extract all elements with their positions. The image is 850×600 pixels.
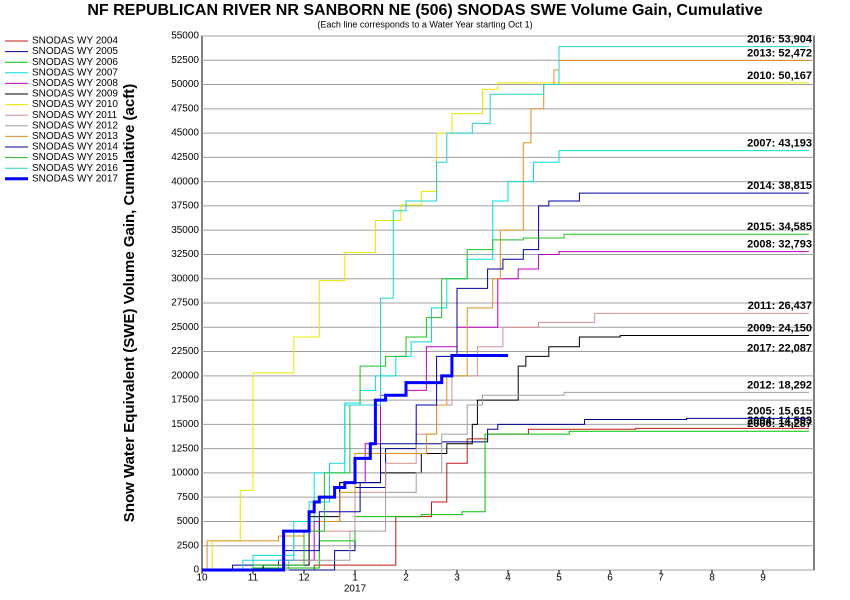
end-label: 2010: 50,167 xyxy=(747,70,812,82)
y-tick-label: 15000 xyxy=(171,419,199,430)
y-axis-label: Snow Water Equivalent (SWE) Volume Gain,… xyxy=(121,84,138,522)
y-tick-label: 42500 xyxy=(171,152,199,163)
legend-label: SNODAS WY 2017 xyxy=(32,173,118,184)
y-tick-label: 32500 xyxy=(171,249,199,260)
legend-label: SNODAS WY 2015 xyxy=(32,152,118,163)
x-tick-label: 4 xyxy=(505,573,511,584)
series-line xyxy=(202,391,809,571)
x-tick-label: 1 xyxy=(352,573,358,584)
end-label: 2014: 38,815 xyxy=(747,180,812,192)
legend-label: SNODAS WY 2007 xyxy=(32,67,118,78)
legend-label: SNODAS WY 2016 xyxy=(32,163,118,174)
end-label: 2015: 34,585 xyxy=(747,221,812,233)
y-tick-label: 27500 xyxy=(171,298,199,309)
series-line xyxy=(202,46,809,571)
end-label: 2008: 32,793 xyxy=(747,239,812,251)
series-line xyxy=(202,427,809,571)
end-label: 2013: 52,472 xyxy=(747,47,812,59)
y-tick-label: 30000 xyxy=(171,273,199,284)
x-tick-label: 11 xyxy=(248,573,259,584)
end-label: 2009: 24,150 xyxy=(747,322,812,334)
series-line xyxy=(202,430,809,571)
y-tick-label: 17500 xyxy=(171,395,199,406)
legend-label: SNODAS WY 2005 xyxy=(32,46,118,57)
y-tick-label: 40000 xyxy=(171,176,199,187)
y-tick-label: 0 xyxy=(193,565,199,576)
series-line xyxy=(202,335,809,571)
x-tick-label: 2 xyxy=(403,573,409,584)
series-line xyxy=(202,233,809,571)
legend-label: SNODAS WY 2012 xyxy=(32,120,118,131)
y-tick-label: 12500 xyxy=(171,443,199,454)
x-annotation: 2017 xyxy=(344,584,367,595)
legend-label: SNODAS WY 2013 xyxy=(32,131,118,142)
y-tick-label: 25000 xyxy=(171,322,199,333)
series-line xyxy=(202,150,809,571)
x-tick-label: 6 xyxy=(607,573,613,584)
legend-label: SNODAS WY 2004 xyxy=(32,36,118,47)
x-tick-label: 7 xyxy=(658,573,664,584)
end-label: 2016: 53,904 xyxy=(747,34,813,46)
series-line xyxy=(202,82,809,571)
end-label: 2012: 18,292 xyxy=(747,379,812,391)
chart-title: NF REPUBLICAN RIVER NR SANBORN NE (506) … xyxy=(87,2,762,19)
x-tick-label: 8 xyxy=(709,573,715,584)
y-tick-label: 5000 xyxy=(177,516,200,527)
x-tick-label: 12 xyxy=(298,573,310,584)
legend-label: SNODAS WY 2009 xyxy=(32,89,118,100)
end-label: 2005: 15,615 xyxy=(747,405,812,417)
end-label: 2017: 22,087 xyxy=(747,342,812,354)
legend-label: SNODAS WY 2008 xyxy=(32,78,118,89)
series-line xyxy=(202,417,809,571)
end-label: 2011: 26,437 xyxy=(748,300,812,312)
x-tick-label: 3 xyxy=(454,573,460,584)
series-line xyxy=(202,251,809,571)
legend-label: SNODAS WY 2006 xyxy=(32,57,118,68)
series-line xyxy=(202,354,508,572)
series-line xyxy=(202,192,809,571)
chart-subtitle: (Each line corresponds to a Water Year s… xyxy=(317,19,532,29)
y-tick-label: 55000 xyxy=(171,31,199,42)
end-label: 2006: 14,287 xyxy=(747,418,812,430)
y-tick-label: 35000 xyxy=(171,225,199,236)
y-tick-label: 47500 xyxy=(171,103,199,114)
legend-label: SNODAS WY 2011 xyxy=(32,110,118,121)
y-tick-label: 45000 xyxy=(171,128,199,139)
y-tick-label: 7500 xyxy=(177,492,200,503)
y-tick-label: 20000 xyxy=(171,370,199,381)
series-line xyxy=(202,60,809,571)
legend-label: SNODAS WY 2014 xyxy=(32,142,118,153)
x-tick-label: 10 xyxy=(196,573,208,584)
x-tick-label: 9 xyxy=(760,573,766,584)
end-label: 2007: 43,193 xyxy=(747,138,812,150)
y-tick-label: 52500 xyxy=(171,55,199,66)
x-tick-label: 5 xyxy=(556,573,562,584)
legend-label: SNODAS WY 2010 xyxy=(32,99,118,110)
y-tick-label: 2500 xyxy=(177,540,200,551)
y-tick-label: 22500 xyxy=(171,346,199,357)
y-tick-label: 50000 xyxy=(171,79,199,90)
y-tick-label: 37500 xyxy=(171,201,199,212)
y-tick-label: 10000 xyxy=(171,468,199,479)
